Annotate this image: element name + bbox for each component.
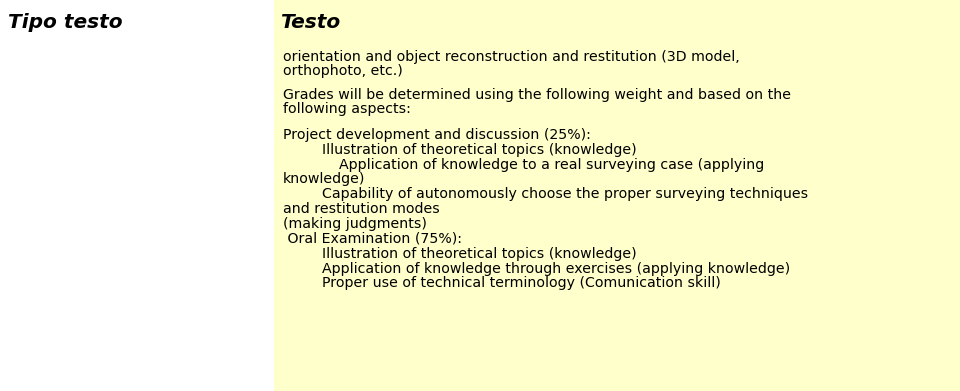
Text: Application of knowledge through exercises (applying knowledge): Application of knowledge through exercis… (322, 262, 790, 276)
Text: Proper use of technical terminology (Comunication skill): Proper use of technical terminology (Com… (322, 276, 720, 291)
Text: Illustration of theoretical topics (knowledge): Illustration of theoretical topics (know… (322, 143, 636, 157)
Text: Application of knowledge to a real surveying case (applying: Application of knowledge to a real surve… (339, 158, 764, 172)
FancyBboxPatch shape (274, 0, 960, 391)
Text: following aspects:: following aspects: (283, 102, 411, 116)
Text: (making judgments): (making judgments) (283, 217, 427, 231)
Text: Oral Examination (75%):: Oral Examination (75%): (283, 232, 462, 246)
Text: Capability of autonomously choose the proper surveying techniques: Capability of autonomously choose the pr… (322, 187, 807, 201)
Text: Grades will be determined using the following weight and based on the: Grades will be determined using the foll… (283, 88, 791, 102)
Text: Project development and discussion (25%):: Project development and discussion (25%)… (283, 128, 591, 142)
Text: orientation and object reconstruction and restitution (3D model,: orientation and object reconstruction an… (283, 50, 740, 64)
Text: Testo: Testo (280, 13, 341, 32)
Text: orthophoto, etc.): orthophoto, etc.) (283, 64, 403, 78)
Text: and restitution modes: and restitution modes (283, 202, 440, 216)
Text: knowledge): knowledge) (283, 172, 366, 187)
Text: Tipo testo: Tipo testo (8, 13, 122, 32)
Text: Illustration of theoretical topics (knowledge): Illustration of theoretical topics (know… (322, 247, 636, 261)
